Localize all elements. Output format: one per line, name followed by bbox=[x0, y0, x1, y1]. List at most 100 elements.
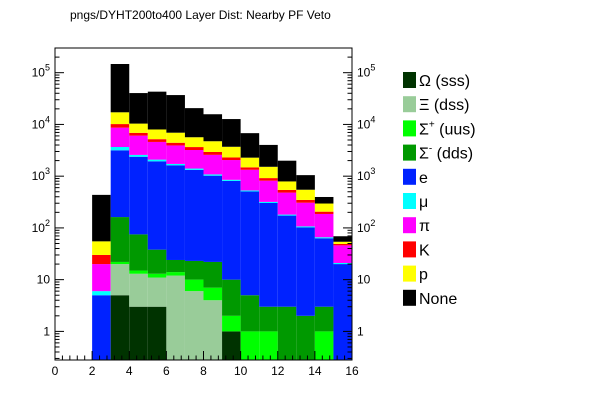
bar-segment bbox=[259, 166, 278, 179]
bar-segment bbox=[166, 95, 185, 133]
legend-label: None bbox=[419, 291, 457, 308]
bar-segment bbox=[222, 146, 241, 158]
bar-segment bbox=[277, 306, 297, 360]
bar-segment bbox=[166, 275, 185, 360]
bar-segment bbox=[110, 264, 130, 296]
bar-segment bbox=[129, 154, 148, 157]
bar-segment bbox=[147, 129, 167, 140]
bar-segment bbox=[184, 291, 204, 360]
x-tick-label: 6 bbox=[163, 364, 170, 378]
chart-title: pngs/DYHT200to400 Layer Dist: Nearby PF … bbox=[70, 8, 331, 22]
bar-segment bbox=[314, 213, 334, 238]
bar-segment bbox=[147, 306, 167, 360]
bar-segment bbox=[222, 315, 241, 332]
bar-segment bbox=[110, 64, 130, 113]
bar-segment bbox=[333, 236, 352, 242]
bar-segment bbox=[110, 295, 130, 360]
bar-segment bbox=[129, 270, 148, 274]
bar-segment bbox=[240, 190, 260, 192]
bar-segment bbox=[314, 306, 334, 332]
bar-segment bbox=[203, 174, 223, 176]
bar-segment bbox=[166, 132, 185, 143]
bar-segment bbox=[314, 237, 334, 239]
legend-label: Ξ (dss) bbox=[419, 97, 469, 114]
bar-segment bbox=[92, 194, 111, 242]
bar-segment bbox=[296, 227, 315, 316]
bar-segment bbox=[277, 189, 297, 193]
x-tick-label: 0 bbox=[52, 364, 59, 378]
x-tick-label: 14 bbox=[308, 364, 322, 378]
bar-segment bbox=[296, 199, 315, 203]
bar-segment bbox=[166, 163, 185, 166]
y-tick-label: 105 bbox=[357, 63, 375, 80]
bar-segment bbox=[333, 243, 352, 246]
legend-label: Σ- (dds) bbox=[419, 144, 473, 163]
legend-swatch bbox=[403, 265, 416, 282]
bar-segment bbox=[296, 226, 315, 228]
x-tick-label: 10 bbox=[234, 364, 248, 378]
legend-swatch bbox=[403, 168, 416, 185]
y-axis-right: 1 10 102 103 104 105 bbox=[343, 47, 375, 359]
y-tick-label: 103 bbox=[32, 166, 50, 183]
bar-segment bbox=[92, 264, 111, 292]
y-tick-label: 10 bbox=[357, 273, 371, 287]
legend-swatch bbox=[403, 96, 416, 113]
bar-segment bbox=[240, 191, 260, 296]
bar-segment bbox=[147, 161, 167, 250]
bar-segment bbox=[147, 159, 167, 162]
legend-label: Σ+ (uus) bbox=[419, 119, 476, 138]
legend-swatch bbox=[403, 144, 416, 161]
bar-segment bbox=[314, 238, 334, 307]
bar-segment bbox=[296, 189, 315, 200]
bar-segment bbox=[184, 147, 204, 151]
x-tick-label: 4 bbox=[126, 364, 133, 378]
bar-segment bbox=[166, 165, 185, 260]
bar-segment bbox=[203, 287, 223, 301]
bar-segment bbox=[129, 93, 148, 124]
bar-segment bbox=[333, 245, 352, 263]
y-tick-label: 104 bbox=[32, 114, 50, 131]
bar-segment bbox=[110, 150, 130, 218]
y-tick-label: 1 bbox=[357, 324, 364, 338]
bar-segment bbox=[129, 135, 148, 155]
bar-segment bbox=[147, 273, 167, 278]
bar-segment bbox=[203, 151, 223, 155]
legend-label: e bbox=[419, 170, 428, 187]
bar-segment bbox=[203, 300, 223, 360]
legend-swatch bbox=[403, 241, 416, 258]
legend-label: π bbox=[419, 218, 430, 235]
bar-segment bbox=[222, 119, 241, 147]
x-axis: 0 2 4 6 8 10 12 14 16 bbox=[52, 351, 359, 378]
bar-segment bbox=[333, 264, 352, 360]
bar-segment bbox=[240, 167, 260, 170]
bar-segment bbox=[129, 132, 148, 136]
bar-segment bbox=[240, 169, 260, 191]
bar-segment bbox=[129, 123, 148, 133]
bar-segment bbox=[259, 331, 278, 360]
bar-segment bbox=[203, 175, 223, 262]
legend-swatch bbox=[403, 193, 416, 209]
bar-segment bbox=[259, 201, 278, 204]
bar-segment bbox=[277, 192, 297, 215]
bar-segment bbox=[110, 147, 130, 151]
bar-segment bbox=[92, 295, 111, 360]
bar-segment bbox=[147, 141, 167, 160]
legend-label: Ω (sss) bbox=[419, 73, 470, 90]
x-tick-label: 12 bbox=[271, 364, 285, 378]
y-tick-label: 1 bbox=[43, 324, 50, 338]
bar-segment bbox=[129, 273, 148, 307]
bar-segment bbox=[296, 315, 315, 360]
bar-segment bbox=[203, 141, 223, 152]
legend-swatch bbox=[403, 120, 416, 137]
bar-segment bbox=[277, 214, 297, 216]
bar-segment bbox=[184, 108, 204, 138]
bar-segment bbox=[184, 169, 204, 261]
y-tick-label: 10 bbox=[37, 273, 51, 287]
bar-segment bbox=[259, 178, 278, 181]
bar-segment bbox=[184, 150, 204, 169]
bar-segment bbox=[203, 114, 223, 142]
bar-segment bbox=[166, 145, 185, 164]
legend-swatch bbox=[403, 72, 416, 88]
bar-segment bbox=[166, 272, 185, 276]
